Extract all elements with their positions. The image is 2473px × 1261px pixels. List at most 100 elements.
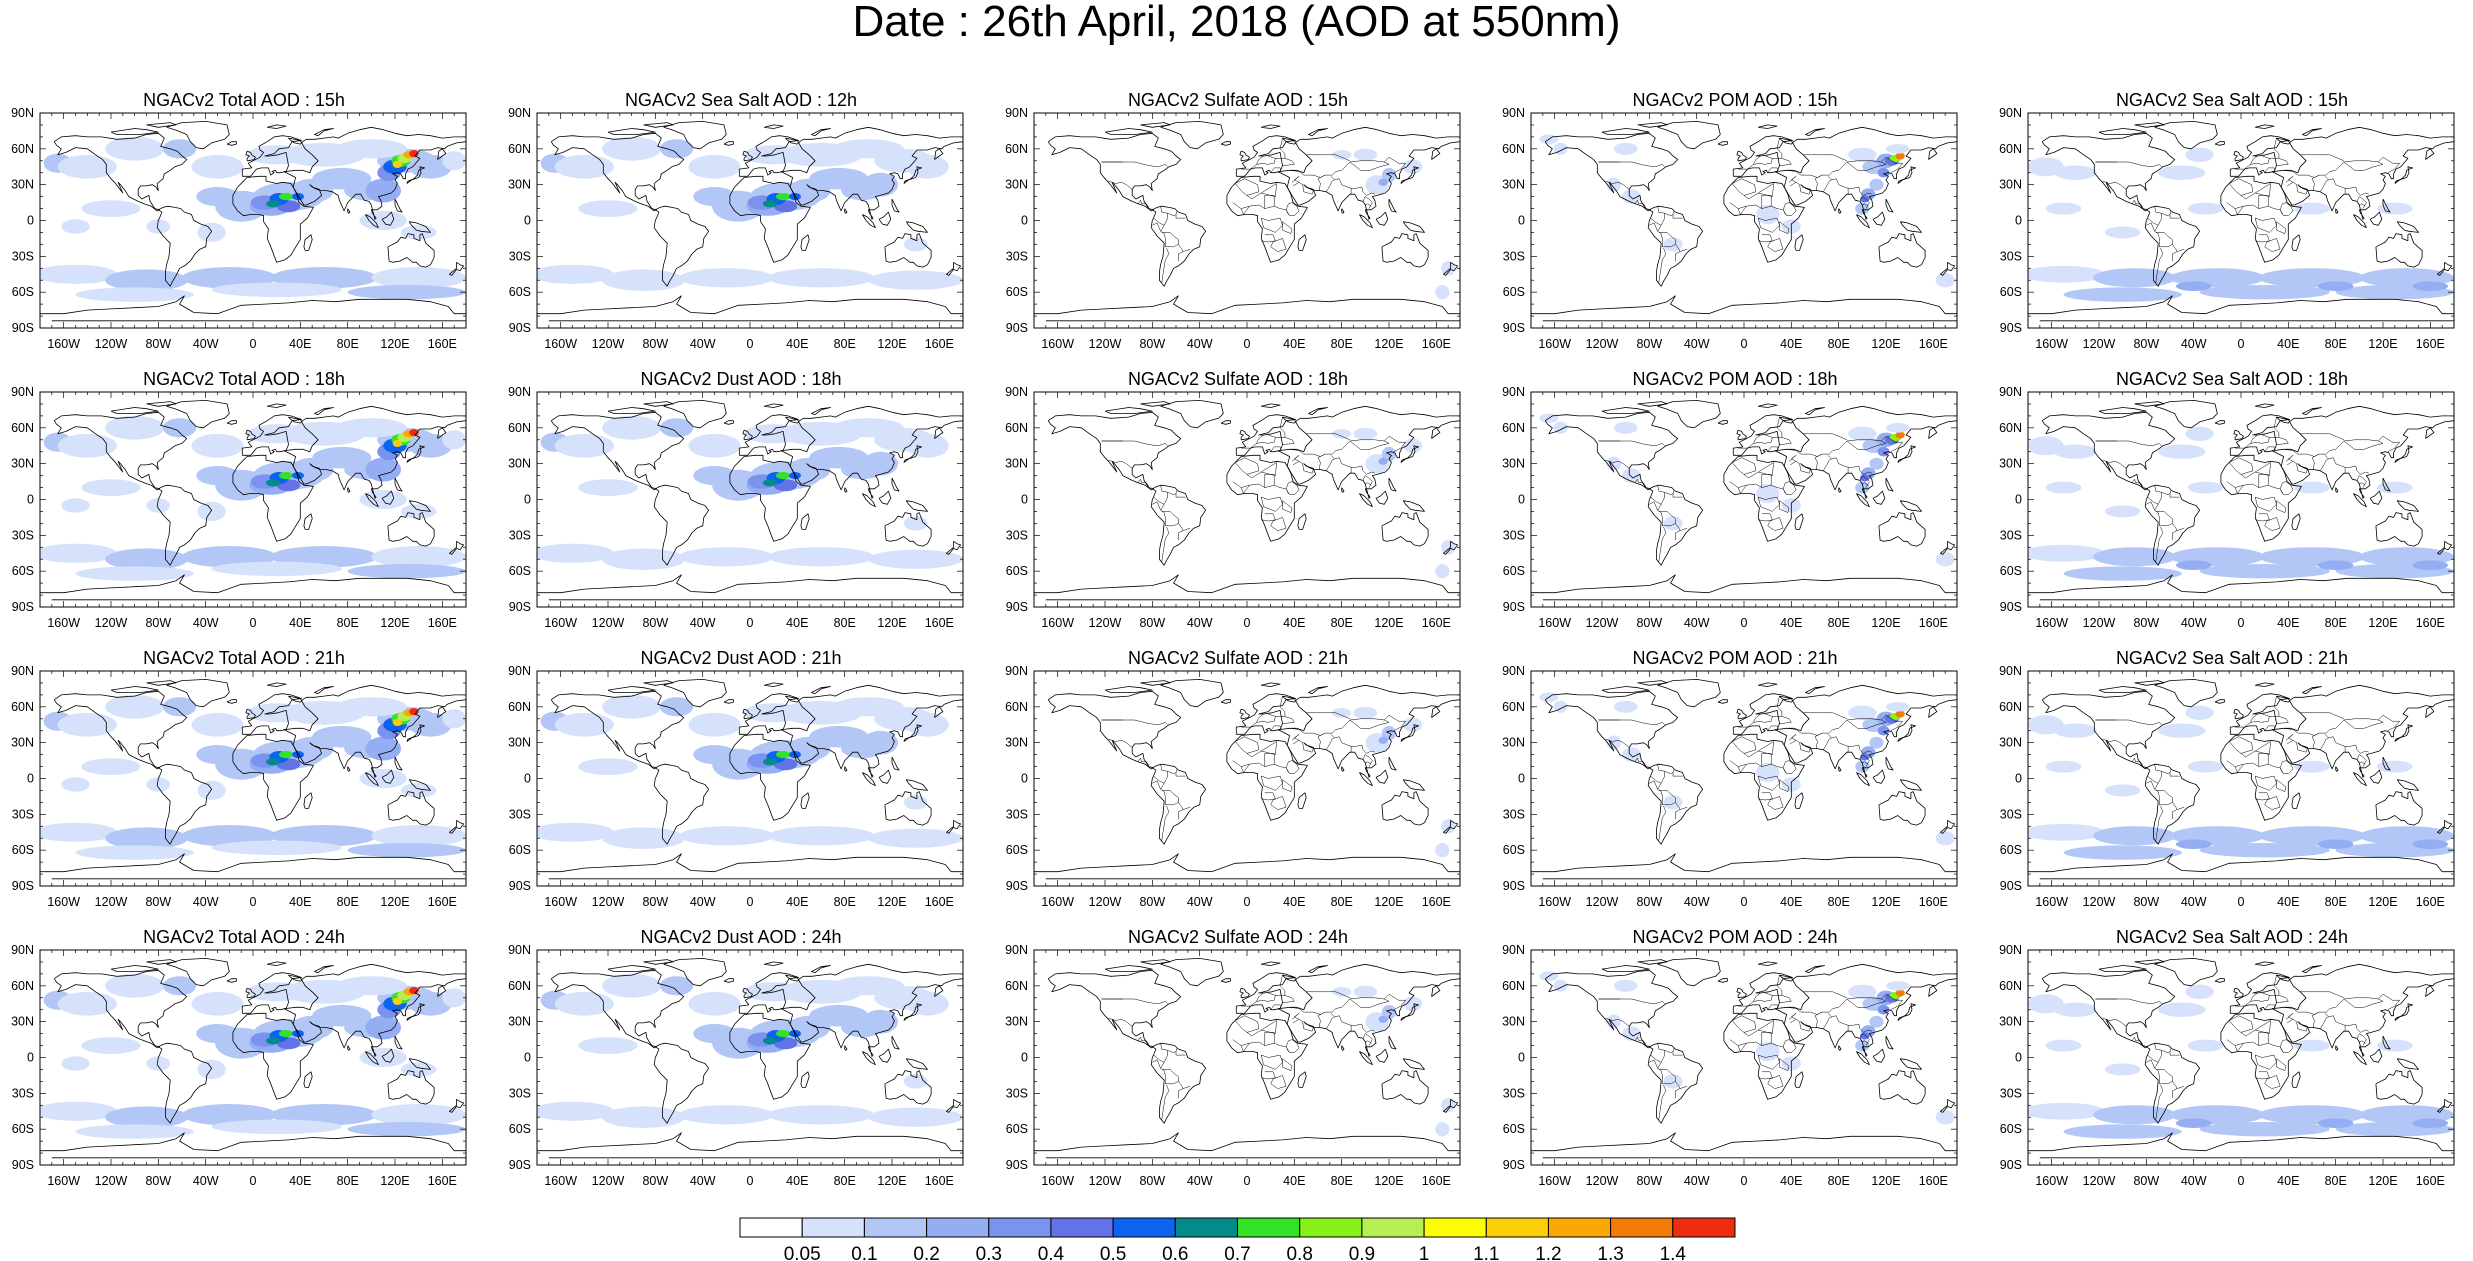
country-border	[1349, 998, 1390, 1008]
coastline	[387, 1070, 435, 1105]
coastline	[1239, 708, 1250, 720]
country-border	[2095, 719, 2162, 726]
coastline	[884, 233, 932, 268]
coastline	[780, 963, 963, 1057]
longitude-label: 120E	[877, 337, 906, 351]
country-border	[2095, 161, 2162, 168]
country-border	[1767, 517, 1784, 531]
aod-cell	[767, 268, 875, 288]
longitude-label: 160E	[2416, 616, 2445, 630]
coastline	[607, 965, 656, 972]
longitude-label: 120E	[877, 616, 906, 630]
map-panel: NGACv2 Dust AOD : 24h 90N 60N 30N 0 30S 60S 90S…	[497, 928, 964, 1190]
country-border	[1827, 1013, 1859, 1026]
coastline	[1341, 208, 1345, 214]
coastline	[2396, 1058, 2419, 1070]
coastline	[1140, 680, 1171, 686]
coastline	[934, 706, 944, 718]
aod-field	[1539, 413, 1955, 567]
coastline	[1034, 295, 1460, 315]
latitude-label: 60S	[1503, 285, 1525, 299]
coastline	[1235, 414, 1296, 456]
panel-title: NGACv2 POM AOD : 15h	[1632, 90, 1838, 110]
coastline	[934, 985, 944, 997]
country-border	[1298, 740, 1314, 753]
aod-cell	[57, 154, 117, 179]
coastline	[1717, 141, 1728, 146]
coastline	[2154, 678, 2218, 708]
country-border	[1152, 1059, 1161, 1069]
country-border	[2131, 757, 2144, 766]
longitude-label: 0	[250, 1174, 257, 1188]
country-border	[1753, 992, 1773, 1002]
aod-cell	[163, 976, 197, 996]
longitude-label: 80E	[2325, 895, 2347, 909]
coastline	[1150, 205, 1207, 287]
coastline	[1359, 214, 1373, 229]
aod-cell	[679, 547, 774, 567]
latitude-label: 30N	[1502, 1015, 1525, 1029]
coastline	[903, 166, 923, 184]
aod-cell	[2093, 268, 2176, 288]
axis-ticks	[1033, 670, 1461, 887]
coastline	[2302, 407, 2322, 416]
coastline	[1794, 792, 1804, 809]
country-border	[1175, 772, 1186, 777]
coastline	[2382, 477, 2391, 492]
longitude-label: 120E	[1871, 337, 1900, 351]
aod-cell	[2294, 481, 2330, 494]
country-border	[1317, 174, 1326, 191]
aod-cell	[2104, 784, 2141, 797]
aod-cell	[40, 264, 117, 284]
coastline	[1805, 128, 1825, 137]
coastline	[1637, 401, 1668, 407]
country-borders	[2095, 975, 2401, 1120]
coastline	[2394, 1003, 2414, 1021]
country-border	[1814, 732, 1823, 749]
coastline	[1732, 693, 1793, 735]
latitude-label: 0	[27, 493, 34, 507]
coastline	[1732, 414, 1793, 456]
country-border	[1160, 225, 1179, 248]
country-border	[1605, 180, 1630, 190]
longitude-label: 40E	[289, 895, 311, 909]
coastlines	[40, 399, 466, 601]
coastline	[800, 513, 810, 530]
coastline	[347, 766, 351, 772]
country-border	[1256, 434, 1276, 444]
country-border	[2343, 440, 2384, 450]
latitude-label: 30N	[1005, 457, 1028, 471]
panel-title: NGACv2 Dust AOD : 21h	[640, 648, 842, 668]
coastline	[903, 724, 923, 742]
country-border	[2258, 195, 2269, 209]
aod-cell	[442, 709, 466, 729]
latitude-label: 60N	[1005, 700, 1028, 714]
latitude-label: 90S	[1503, 600, 1525, 614]
coastline	[1928, 706, 1938, 718]
country-border	[1658, 247, 1667, 283]
coastline	[2369, 211, 2383, 226]
longitude-label: 120W	[1089, 895, 1122, 909]
longitude-label: 120E	[2368, 616, 2397, 630]
latitude-label: 60N	[1005, 979, 1028, 993]
coastline	[283, 405, 466, 499]
country-border	[1814, 174, 1823, 191]
panel-title: NGACv2 Sulfate AOD : 15h	[1127, 90, 1349, 110]
coastline	[381, 1048, 395, 1063]
longitude-label: 80E	[834, 1174, 856, 1188]
country-border	[2131, 478, 2144, 487]
country-border	[1393, 168, 1401, 173]
longitude-label: 40W	[1187, 1174, 1213, 1188]
longitude-label: 120E	[380, 616, 409, 630]
aod-cell	[146, 777, 171, 792]
latitude-label: 30S	[12, 807, 34, 821]
longitude-label: 160E	[2416, 1174, 2445, 1188]
coastline	[643, 122, 674, 128]
country-border	[1758, 234, 1773, 243]
coastline	[1736, 429, 1747, 441]
longitude-label: 80E	[1331, 1174, 1353, 1188]
aod-cell	[211, 840, 342, 855]
aod-cell	[2187, 481, 2224, 494]
aod-cell	[868, 270, 963, 290]
coastline	[387, 791, 435, 826]
